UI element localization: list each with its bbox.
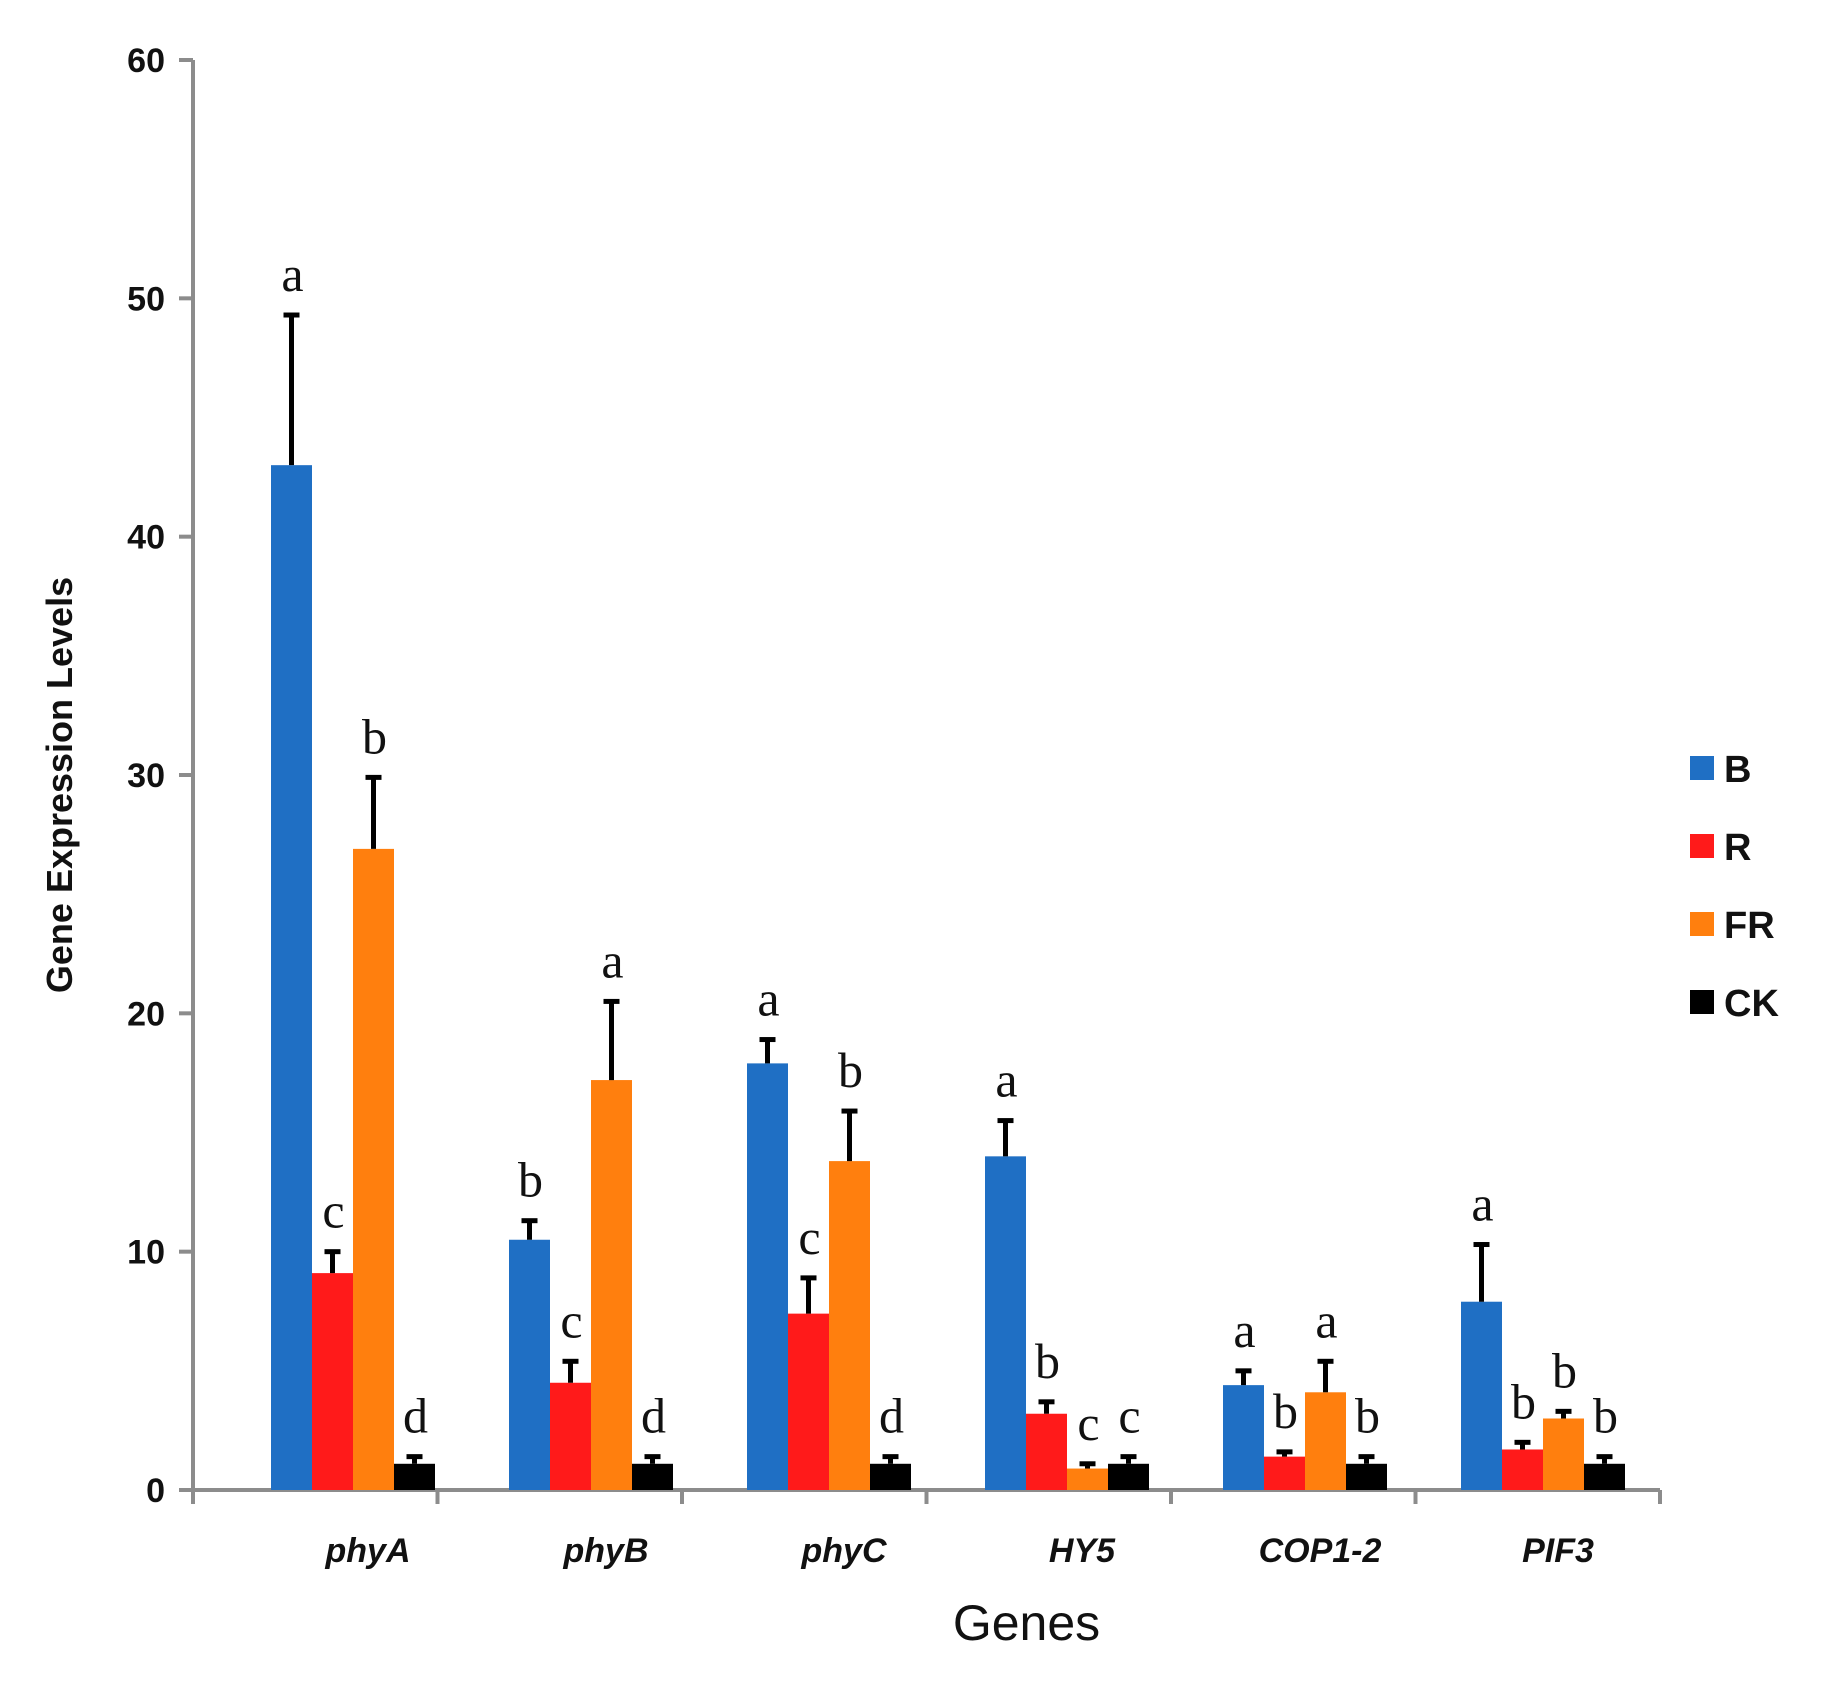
y-tick-labels: 0 10 20 30 40 50 60 [127, 42, 165, 1510]
error-bars [283, 312, 1613, 1469]
bars [271, 465, 1625, 1491]
bar-B-PIF3 [1461, 1301, 1502, 1490]
significance-letter: b [1035, 1333, 1060, 1389]
y-tick-label: 0 [146, 1472, 165, 1510]
y-tick-label: 50 [127, 280, 165, 318]
bar-CK-PIF3 [1584, 1463, 1625, 1490]
y-axis-title: Gene Expression Levels [39, 577, 80, 993]
axes [179, 58, 1662, 1504]
significance-letter: a [995, 1052, 1017, 1108]
bar-FR-PIF3 [1543, 1418, 1584, 1490]
significance-letter: a [1471, 1176, 1493, 1232]
bar-R-COP1-2 [1264, 1456, 1305, 1490]
bar-R-phyA [312, 1273, 353, 1490]
bar-FR-HY5 [1067, 1468, 1108, 1490]
y-tick-label: 10 [127, 1234, 165, 1272]
significance-letter: c [798, 1209, 820, 1265]
bar-B-phyA [271, 465, 312, 1491]
legend-label-B: B [1724, 749, 1751, 791]
bar-B-phyB [509, 1239, 550, 1490]
bar-CK-COP1-2 [1346, 1463, 1387, 1490]
significance-letter: d [403, 1388, 428, 1444]
bar-CK-phyC [870, 1463, 911, 1490]
bar-B-HY5 [985, 1156, 1026, 1490]
significance-letter: b [838, 1042, 863, 1098]
significance-letter: b [518, 1152, 543, 1208]
significance-letter: b [1552, 1342, 1577, 1398]
bar-FR-phyC [829, 1161, 870, 1490]
legend-label-R: R [1724, 827, 1751, 869]
legend-swatch-B [1690, 756, 1714, 780]
legend-swatch-FR [1690, 912, 1714, 936]
significance-letter: c [560, 1292, 582, 1348]
bar-CK-HY5 [1108, 1463, 1149, 1490]
significance-letter: b [1593, 1388, 1618, 1444]
x-tick-label: phyB [563, 1532, 649, 1570]
x-axis-title: Genes [953, 1595, 1100, 1651]
significance-letter: b [1355, 1388, 1380, 1444]
significance-letter: c [1118, 1388, 1140, 1444]
bar-FR-phyA [353, 848, 394, 1490]
x-tick-label: phyA [325, 1532, 411, 1570]
significance-letter: b [1273, 1383, 1298, 1439]
bar-B-COP1-2 [1223, 1385, 1264, 1490]
significance-letter: b [362, 708, 387, 764]
significance-letter: d [641, 1388, 666, 1444]
significance-letter: a [281, 246, 303, 302]
significance-letter: c [322, 1183, 344, 1239]
x-tick-label: HY5 [1049, 1532, 1116, 1570]
significance-letter: a [757, 971, 779, 1027]
significance-letter: a [601, 932, 623, 988]
x-tick-label: PIF3 [1522, 1532, 1594, 1570]
significance-letter: d [879, 1388, 904, 1444]
legend: BR FR CK [1690, 749, 1779, 1025]
legend-label-FR: FR [1724, 905, 1775, 947]
legend-swatch-R [1690, 834, 1714, 858]
y-tick-label: 40 [127, 519, 165, 557]
y-tick-label: 30 [127, 757, 165, 795]
bar-CK-phyA [394, 1463, 435, 1490]
y-tick-label: 20 [127, 995, 165, 1033]
legend-swatch-CK [1690, 990, 1714, 1014]
bar-R-PIF3 [1502, 1449, 1543, 1490]
bar-R-phyB [550, 1382, 591, 1490]
bar-R-phyC [788, 1313, 829, 1490]
significance-letter: b [1511, 1373, 1536, 1429]
significance-letter: a [1315, 1292, 1337, 1348]
y-tick-label: 60 [127, 42, 165, 80]
x-tick-label: COP1-2 [1259, 1532, 1382, 1570]
significance-letter: c [1077, 1395, 1099, 1451]
bar-B-phyC [747, 1063, 788, 1490]
significance-letter: a [1233, 1302, 1255, 1358]
bar-R-HY5 [1026, 1413, 1067, 1490]
bar-FR-COP1-2 [1305, 1392, 1346, 1490]
x-tick-labels: phyA phyB phyC HY5 COP1-2 PIF3 [325, 1532, 1594, 1570]
bar-FR-phyB [591, 1080, 632, 1490]
legend-label-CK: CK [1724, 983, 1779, 1025]
x-tick-label: phyC [801, 1532, 887, 1570]
bar-CK-phyB [632, 1463, 673, 1490]
